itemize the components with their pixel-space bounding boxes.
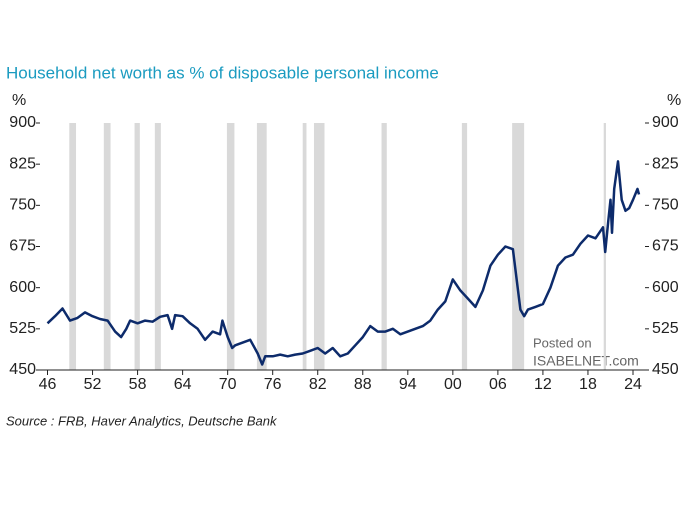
recession-band [302, 123, 307, 370]
chart-title: Household net worth as % of disposable p… [6, 63, 439, 82]
x-tick-label: 76 [264, 376, 282, 393]
line [46, 160, 641, 366]
y-unit: % [12, 92, 26, 109]
y2-tick-label: 825 [652, 155, 679, 172]
y2-tick-label: 900 [652, 114, 679, 131]
y-tick-label: 900 [9, 114, 36, 131]
recession-band [512, 123, 525, 370]
y2-tick-label: 600 [652, 279, 679, 296]
recession-band [103, 123, 111, 370]
y2-unit: % [667, 92, 681, 109]
x-tick-label: 12 [534, 376, 552, 393]
y-tick-label: 600 [9, 279, 36, 296]
y2-tick-label: 675 [652, 238, 679, 255]
recession-band [134, 123, 140, 370]
x-tick-label: 94 [399, 376, 417, 393]
recession-band [154, 123, 161, 370]
x-tick-label: 18 [579, 376, 597, 393]
y2-tick-label: 525 [652, 320, 679, 337]
y2-tick-label: 450 [652, 361, 679, 378]
x-tick-label: 46 [39, 376, 57, 393]
recession-band [256, 123, 267, 370]
x-tick-label: 00 [444, 376, 462, 393]
x-tick-label: 24 [624, 376, 642, 393]
y-tick-label: 525 [9, 320, 36, 337]
recession-band [381, 123, 387, 370]
recession-band [69, 123, 77, 370]
x-tick-label: 82 [309, 376, 327, 393]
x-tick-label: 70 [219, 376, 237, 393]
recession-band [226, 123, 235, 370]
watermark: ISABELNET.com [533, 353, 639, 369]
watermark: Posted on [533, 335, 592, 350]
x-tick-label: 58 [129, 376, 147, 393]
x-tick-label: 06 [489, 376, 507, 393]
y-tick-label: 450 [9, 361, 36, 378]
y-tick-label: 675 [9, 238, 36, 255]
recession-band [461, 123, 468, 370]
y2-tick-label: 750 [652, 197, 679, 214]
y-tick-label: 750 [9, 197, 36, 214]
x-tick-label: 64 [174, 376, 192, 393]
recession-band [313, 123, 325, 370]
y-tick-label: 825 [9, 155, 36, 172]
source: Source : FRB, Haver Analytics, Deutsche … [6, 413, 278, 428]
x-tick-label: 52 [84, 376, 102, 393]
x-tick-label: 88 [354, 376, 372, 393]
